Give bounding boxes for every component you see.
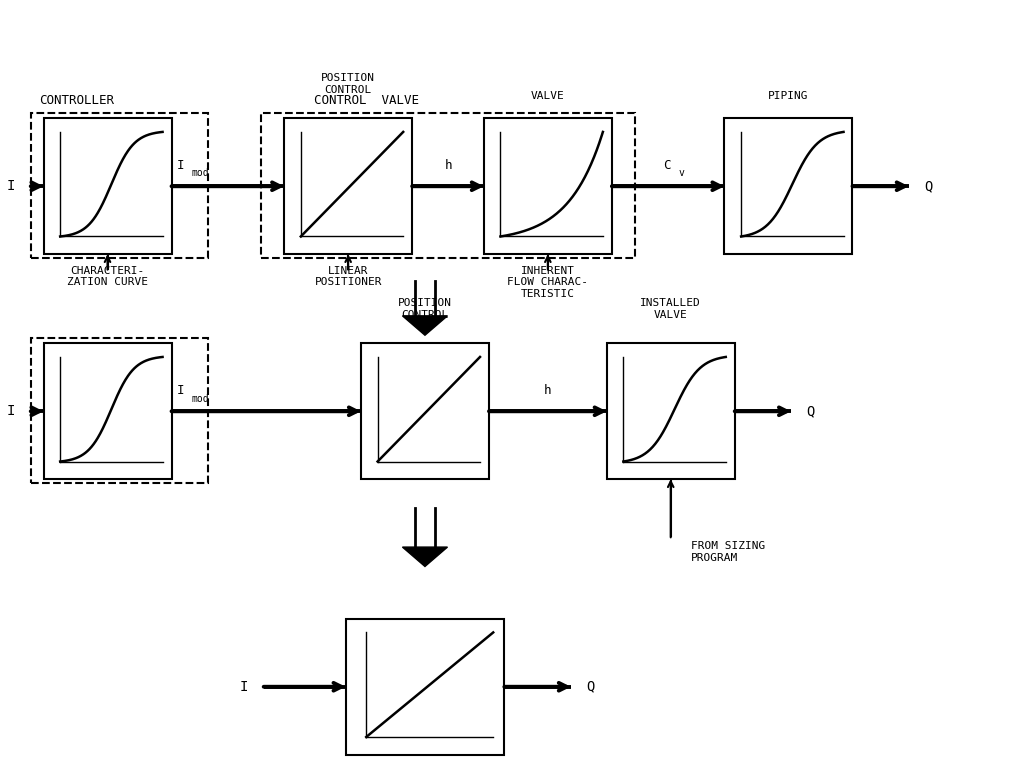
Text: INHERENT
FLOW CHARAC-
TERISTIC: INHERENT FLOW CHARAC- TERISTIC [507,265,589,299]
Text: POSITION
CONTROL: POSITION CONTROL [398,298,452,320]
Text: POSITION
CONTROL: POSITION CONTROL [322,73,375,95]
Bar [725,119,852,255]
Text: h: h [544,384,552,397]
Text: FROM SIZING
PROGRAM: FROM SIZING PROGRAM [691,542,766,563]
Text: h: h [444,159,452,172]
Text: CHARACTERI-
ZATION CURVE: CHARACTERI- ZATION CURVE [67,265,148,287]
Bar [606,344,735,480]
Text: Q: Q [586,680,595,694]
Text: INSTALLED
VALVE: INSTALLED VALVE [640,298,701,320]
Text: I: I [176,384,184,397]
Bar [31,338,208,483]
Text: Q: Q [925,179,933,193]
Bar [43,344,171,480]
Text: VALVE: VALVE [531,92,564,101]
Text: C: C [664,159,671,172]
Text: I: I [176,159,184,172]
Polygon shape [402,547,447,566]
Text: mod: mod [191,168,210,178]
Text: PIPING: PIPING [768,92,809,101]
Text: mod: mod [191,393,210,404]
Text: v: v [679,168,684,178]
Bar [43,119,171,255]
Bar [484,119,612,255]
Text: CONTROL  VALVE: CONTROL VALVE [314,94,419,107]
Text: I: I [7,404,15,418]
Text: CONTROLLER: CONTROLLER [39,94,114,107]
Bar [31,113,208,258]
Bar [285,119,412,255]
Text: LINEAR
POSITIONER: LINEAR POSITIONER [314,265,382,287]
Bar [345,619,504,754]
Bar [360,344,489,480]
Text: I: I [7,179,15,193]
Bar [261,113,635,258]
Text: Q: Q [807,404,815,418]
Text: I: I [240,680,248,694]
Polygon shape [402,316,447,335]
